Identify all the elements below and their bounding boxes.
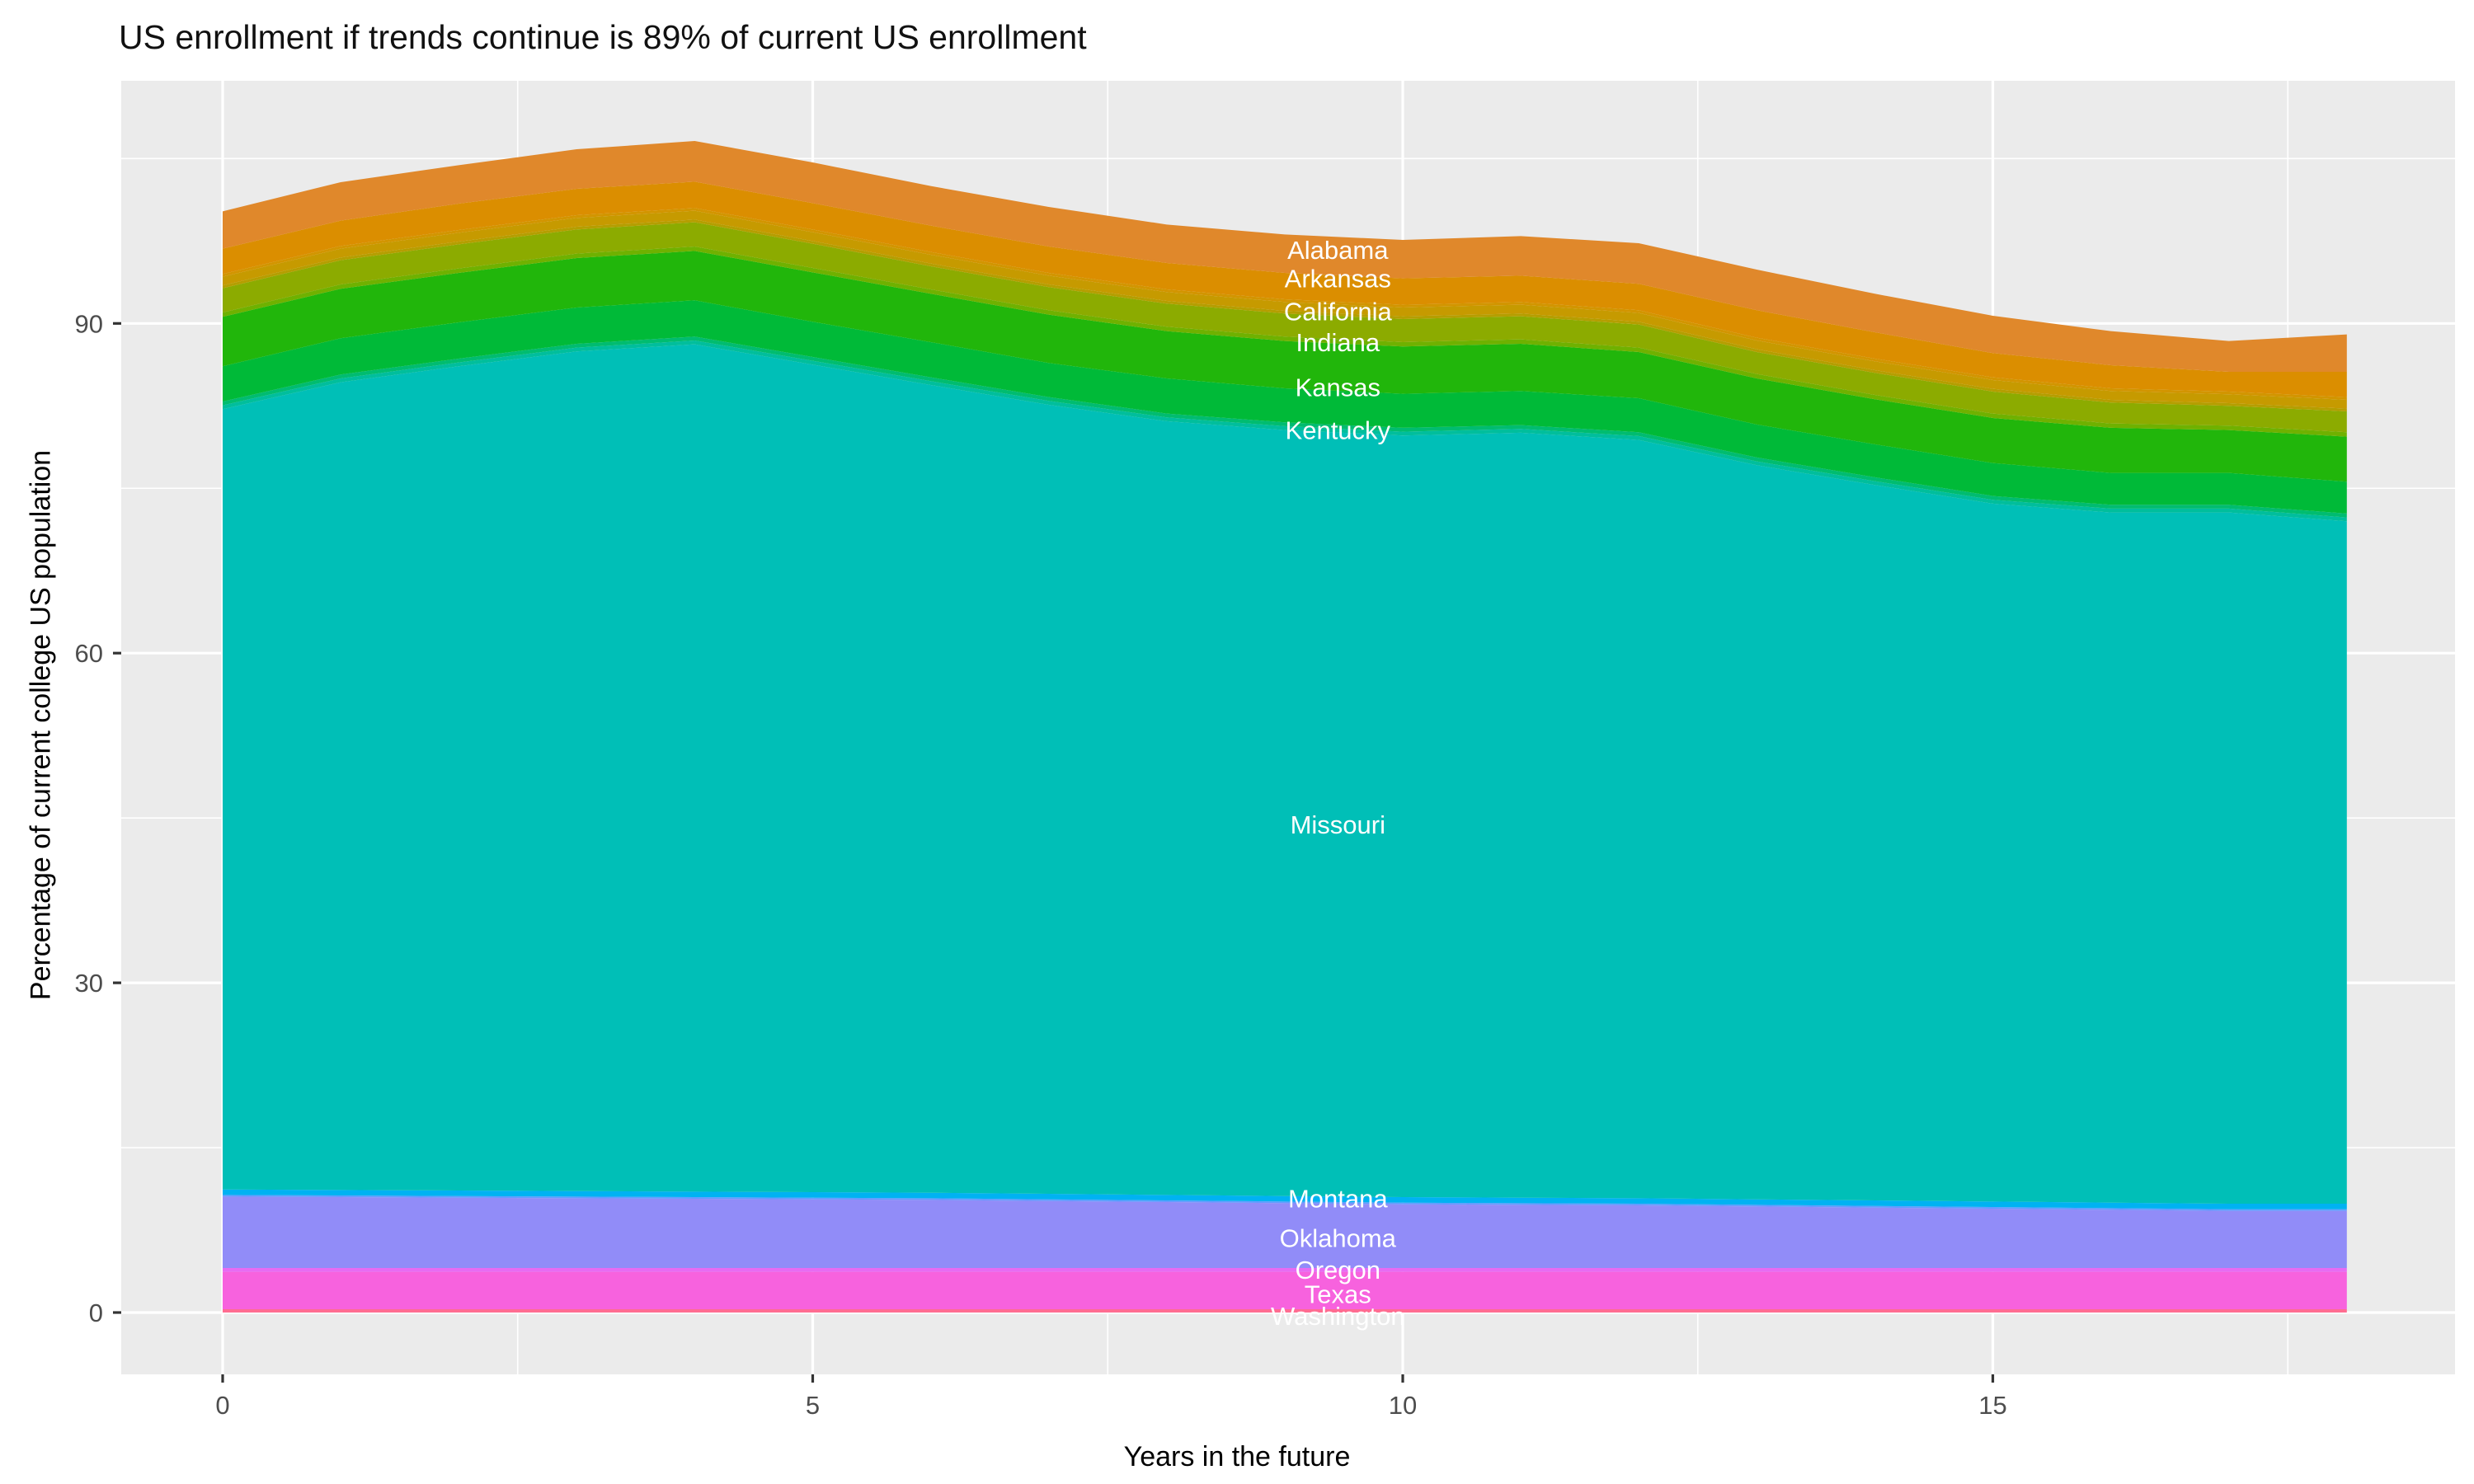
area-series-indiana: [223, 222, 2347, 433]
state-label-kentucky: Kentucky: [1286, 416, 1391, 445]
state-label-indiana: Indiana: [1296, 328, 1380, 357]
area-series-other-states-f: [223, 1195, 2347, 1211]
state-label-missouri: Missouri: [1291, 810, 1385, 839]
state-label-oregon: Oregon: [1296, 1256, 1380, 1284]
state-label-texas: Texas: [1305, 1280, 1371, 1308]
area-series-kentucky: [223, 300, 2347, 514]
y-tick-label: 30: [75, 969, 103, 998]
y-tick-label: 90: [75, 309, 103, 338]
area-series-alabama: [223, 141, 2347, 372]
x-tick-label: 15: [1978, 1391, 2006, 1420]
state-label-arkansas: Arkansas: [1285, 265, 1391, 294]
area-series-washington: [223, 1309, 2347, 1313]
state-label-montana: Montana: [1288, 1184, 1388, 1213]
y-tick-label: 0: [89, 1298, 103, 1327]
area-series-california: [223, 210, 2347, 409]
area-series-texas: [223, 1271, 2347, 1310]
area-series-missouri: [223, 344, 2347, 1205]
area-series-arkansas: [223, 181, 2347, 397]
x-tick-label: 0: [215, 1391, 229, 1420]
area-series-oklahoma: [223, 1196, 2347, 1269]
area-series-montana: [223, 1189, 2347, 1209]
chart-title: US enrollment if trends continue is 89% …: [119, 18, 1087, 56]
state-label-alabama: Alabama: [1287, 236, 1389, 265]
state-label-california: California: [1284, 298, 1393, 326]
x-tick-label: 5: [806, 1391, 820, 1420]
state-label-washington: Washington: [1271, 1302, 1405, 1331]
x-axis-title: Years in the future: [1123, 1441, 1351, 1472]
state-label-oklahoma: Oklahoma: [1280, 1223, 1397, 1252]
y-tick-label: 60: [75, 639, 103, 668]
state-label-kansas: Kansas: [1296, 373, 1380, 402]
area-series-kansas: [223, 251, 2347, 482]
area-series-oregon: [223, 1268, 2347, 1272]
x-tick-label: 10: [1389, 1391, 1417, 1420]
